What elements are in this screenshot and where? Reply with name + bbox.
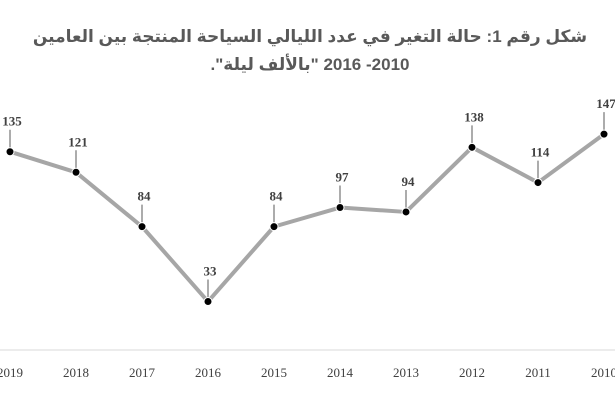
x-tick-label: 2017 [129,365,156,380]
chart-title: 2010- 2016 "بالألف ليلة". [211,54,410,74]
point [269,222,279,232]
value-label: 84 [270,189,284,204]
x-tick-label: 2019 [0,365,23,380]
point [467,142,477,152]
value-label: 94 [402,174,416,189]
value-label: 114 [531,145,550,160]
point [203,297,213,307]
value-label: 135 [2,114,22,129]
value-label: 33 [204,264,218,279]
chart-title: شكل رقم 1: حالة التغير في عدد الليالي ال… [33,27,587,47]
point [533,178,543,188]
x-tick-label: 2015 [261,365,287,380]
x-tick-label: 2018 [63,365,89,380]
point [335,203,345,213]
point [71,167,81,177]
value-label: 121 [68,134,88,149]
value-label: 147 [596,96,615,111]
x-tick-label: 2016 [195,365,222,380]
x-tick-label: 2010 [591,365,615,380]
value-label: 97 [336,170,350,185]
point [5,147,15,157]
x-tick-label: 2013 [393,365,419,380]
x-tick-label: 2012 [459,365,485,380]
data-line [9,132,606,304]
point [599,129,609,139]
value-label: 138 [464,109,484,124]
value-label: 84 [138,189,152,204]
point [401,207,411,217]
x-tick-label: 2014 [327,365,354,380]
x-tick-label: 2011 [525,365,551,380]
point [137,222,147,232]
